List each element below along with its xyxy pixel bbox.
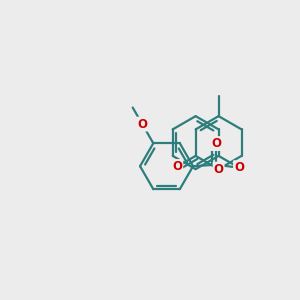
Text: O: O [172,160,182,173]
Text: O: O [211,137,221,150]
Text: O: O [137,118,147,130]
Text: O: O [234,161,244,174]
Text: O: O [214,163,224,176]
